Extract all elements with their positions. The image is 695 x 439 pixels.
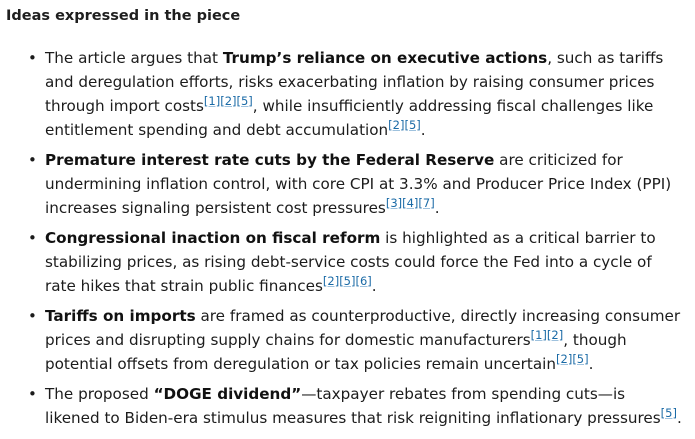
item-text: —taxpayer rebates from spending cuts—is … bbox=[45, 385, 661, 427]
list-item: • Premature interest rate cuts by the Fed… bbox=[0, 148, 695, 220]
item-emphasis: Congressional inaction on fiscal reform bbox=[45, 229, 381, 247]
item-text: are criticized for undermining inflation… bbox=[45, 151, 672, 217]
list-item: • The article argues that Trump’s relianc… bbox=[0, 46, 695, 142]
item-text: is highlighted as a critical barrier to … bbox=[45, 229, 656, 295]
bullet-icon: • bbox=[28, 229, 37, 247]
item-text: The proposed bbox=[45, 385, 154, 403]
citation-link[interactable]: [3] bbox=[385, 196, 403, 210]
citation-link[interactable]: [4] bbox=[402, 196, 419, 210]
list-item: • Congressional inaction on fiscal reform… bbox=[0, 226, 695, 298]
citation-link[interactable]: [6] bbox=[355, 274, 372, 288]
item-text: are framed as counterproductive, directl… bbox=[45, 307, 681, 349]
item-text: . bbox=[371, 277, 377, 295]
citation-link[interactable]: [2] bbox=[388, 118, 405, 132]
citation-link[interactable]: [5] bbox=[236, 94, 253, 108]
item-text: . bbox=[588, 355, 594, 373]
item-text: . bbox=[420, 121, 426, 139]
bullet-icon: • bbox=[28, 49, 37, 67]
item-emphasis: “DOGE dividend” bbox=[153, 385, 302, 403]
list-item: • Tariffs on imports are framed as counte… bbox=[0, 304, 695, 376]
citation-link[interactable]: [1] bbox=[530, 328, 547, 342]
item-text: , such as tariffs and deregulation effor… bbox=[45, 49, 664, 115]
item-emphasis: Tariffs on imports bbox=[45, 307, 196, 325]
item-emphasis: Premature interest rate cuts by the Fede… bbox=[45, 151, 495, 169]
citation-link[interactable]: [5] bbox=[404, 118, 421, 132]
citation-link[interactable]: [5] bbox=[339, 274, 356, 288]
citation-link[interactable]: [2] bbox=[556, 352, 573, 366]
item-text: . bbox=[676, 409, 682, 427]
citation-link[interactable]: [2] bbox=[546, 328, 564, 342]
ideas-list: • The article argues that Trump’s relianc… bbox=[0, 46, 695, 436]
item-text: , while insufficiently addressing fiscal… bbox=[45, 97, 654, 139]
section-heading: Ideas expressed in the piece bbox=[6, 8, 241, 24]
citation-link[interactable]: [5] bbox=[660, 406, 677, 420]
citation-link[interactable]: [1] bbox=[203, 94, 221, 108]
item-emphasis: Trump’s reliance on executive actions bbox=[222, 49, 548, 67]
citation-link[interactable]: [5] bbox=[572, 352, 589, 366]
bullet-icon: • bbox=[28, 385, 37, 403]
citation-link[interactable]: [7] bbox=[418, 196, 435, 210]
item-text: , though potential offsets from deregula… bbox=[45, 331, 627, 373]
citation-link[interactable]: [2] bbox=[220, 94, 237, 108]
item-text: . bbox=[434, 199, 440, 217]
bullet-icon: • bbox=[28, 151, 37, 169]
list-item: • The proposed “DOGE dividend”—taxpayer r… bbox=[0, 382, 695, 430]
bullet-icon: • bbox=[28, 307, 37, 325]
item-text: The article argues that bbox=[45, 49, 223, 67]
citation-link[interactable]: [2] bbox=[322, 274, 340, 288]
